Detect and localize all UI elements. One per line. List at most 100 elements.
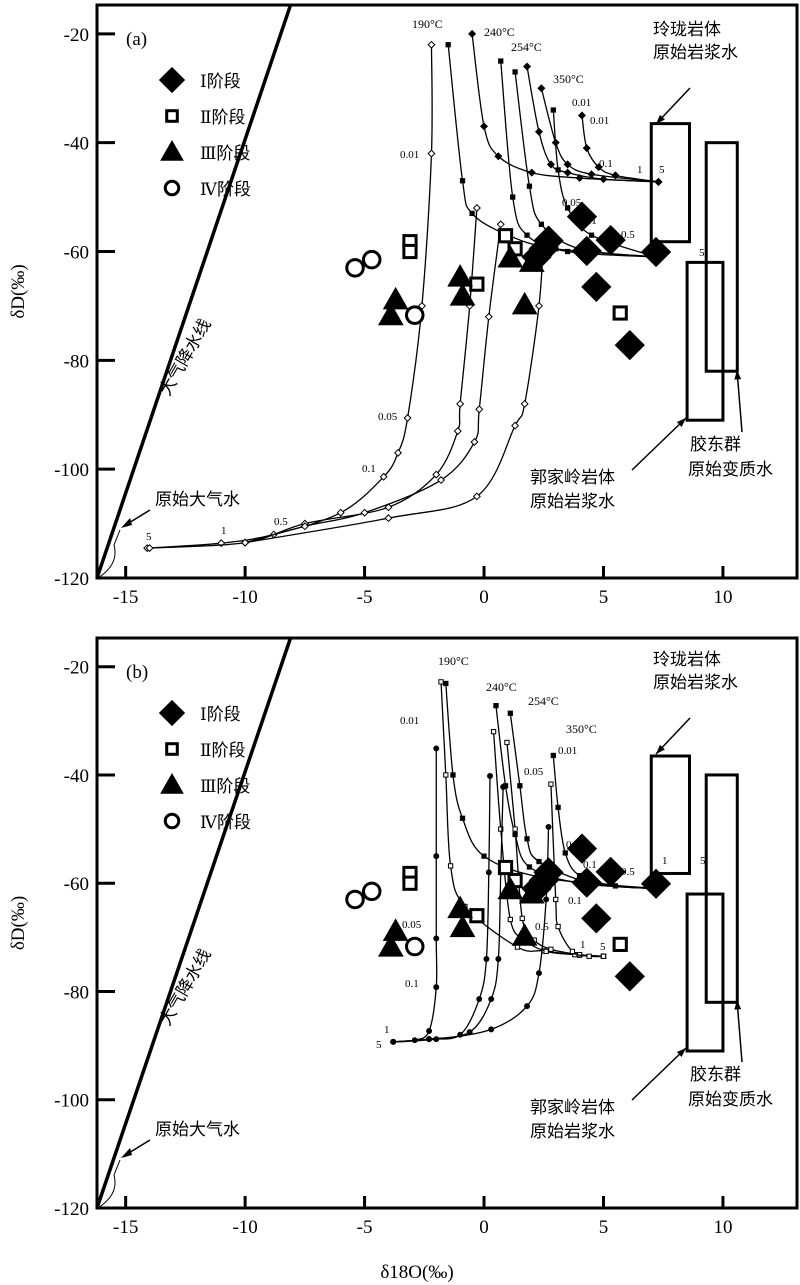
y-tick-label: -20: [64, 658, 89, 679]
curve-point: [496, 220, 505, 229]
reference-box: [685, 892, 725, 1053]
data-point: [518, 881, 545, 904]
curve-fraction-label: 1: [662, 855, 668, 867]
series-3: [377, 876, 545, 957]
curve-point: [548, 781, 554, 787]
curve-fraction-label: 5: [700, 855, 706, 867]
x-tick-label: -15: [113, 1217, 138, 1238]
curve-point: [563, 160, 572, 169]
arrow-head-icon: [734, 1000, 742, 1010]
curve-point: [475, 405, 484, 414]
curve-point: [241, 538, 250, 547]
primary-meteoric-water-label: 原始大气水: [155, 1120, 240, 1139]
arrow-head-icon: [121, 518, 132, 528]
curve-point: [517, 783, 523, 789]
curve-point: [456, 399, 465, 408]
curve-point: [654, 177, 663, 186]
arrow-head-icon: [656, 114, 665, 124]
arrow-line: [631, 1047, 687, 1101]
curve-point: [470, 437, 479, 446]
legend-marker-icon: [163, 179, 181, 197]
y-axis-label: δD(‰): [8, 264, 29, 318]
curve-point: [447, 863, 454, 869]
y-tick-label: -100: [54, 1091, 89, 1112]
y-tick-label: -60: [64, 243, 89, 264]
curve-point: [534, 301, 543, 310]
mixing-curve-line: [393, 748, 438, 1043]
x-tick-label: 0: [479, 1217, 489, 1238]
data-point: [402, 875, 418, 891]
curve-fraction-label: 5: [699, 247, 705, 259]
panel-b: -15 -10 -5 0 5 10 -20 -40 -60 -80 -100 -120 δD(‰) δ18…: [8, 636, 799, 1283]
curve-point: [536, 970, 542, 977]
curve-fraction-label: 0.01: [572, 97, 591, 109]
curve-point: [526, 183, 533, 189]
curve-point: [524, 232, 530, 238]
curve-point: [569, 948, 576, 955]
curve-point: [523, 62, 532, 71]
curve-point: [300, 522, 309, 531]
mixing-curve-line: [471, 33, 659, 183]
curve-point: [480, 122, 489, 131]
curve-fraction-label: 0.1: [583, 859, 597, 871]
legend-label: Ⅱ阶段: [200, 108, 246, 127]
curve-point: [443, 680, 449, 687]
curve-point: [555, 804, 561, 811]
curve-point: [490, 729, 497, 735]
curve-fraction-label: 5: [600, 941, 606, 953]
curve-fraction-label: 0.05: [562, 197, 582, 209]
x-tick-label: 10: [713, 587, 732, 608]
y-tick-label: -120: [54, 569, 89, 590]
curve-point: [504, 739, 510, 746]
curve-fraction-label: 0.5: [621, 866, 635, 878]
curve-point: [543, 948, 549, 955]
series-4: [345, 249, 425, 325]
data-point: [511, 291, 538, 315]
curve-point: [546, 160, 555, 169]
legend-label: Ⅰ阶段: [200, 705, 241, 724]
curve-point: [493, 703, 499, 709]
curve-fraction-label: 0.05: [402, 919, 422, 931]
arrow-head-icon: [676, 1048, 686, 1057]
curve-point: [527, 168, 536, 177]
data-point: [449, 283, 476, 306]
curve-point: [495, 956, 502, 962]
curve-point: [360, 508, 369, 517]
data-point: [571, 867, 602, 898]
curve-point: [394, 448, 403, 457]
curve-point: [426, 1028, 433, 1034]
panel-a: -15 -10 -5 0 5 10 -20 -40 -60 -80 -100 -120 δD(‰) (a)…: [8, 3, 799, 608]
curve-fraction-label: 5: [659, 164, 665, 176]
curve-point: [600, 953, 607, 959]
curve-point: [599, 175, 608, 184]
data-point: [566, 201, 598, 232]
series-4: [345, 881, 425, 957]
curve-point: [384, 503, 393, 512]
curve-point: [476, 996, 483, 1003]
y-tick-label: -100: [54, 460, 89, 481]
plot-frame: [95, 636, 799, 1210]
data-point: [640, 236, 672, 268]
meteoric-water-line-label: 大气降水线: [156, 316, 215, 399]
curve-fraction-label: 0.1: [568, 895, 582, 907]
curve-point: [481, 853, 487, 859]
data-point: [402, 243, 418, 260]
reference-box-label: 胶东群: [690, 1065, 741, 1084]
curve-point: [459, 815, 466, 821]
curve-point: [433, 984, 440, 991]
curve-point: [433, 853, 440, 860]
data-point: [404, 936, 425, 957]
data-point: [595, 856, 626, 887]
data-point: [497, 859, 514, 876]
curve-point: [488, 1026, 495, 1033]
curve-point: [537, 84, 546, 93]
data-point: [511, 923, 538, 946]
curve-fraction-label: 1: [580, 939, 586, 951]
curve-point: [524, 836, 530, 842]
curve-point: [433, 1036, 440, 1043]
curve-point: [577, 111, 586, 120]
curve-fraction-label: 0.1: [599, 158, 613, 170]
temperature-label: 240°C: [486, 680, 517, 694]
y-tick-label: -60: [64, 874, 89, 895]
curve-point: [575, 174, 584, 183]
